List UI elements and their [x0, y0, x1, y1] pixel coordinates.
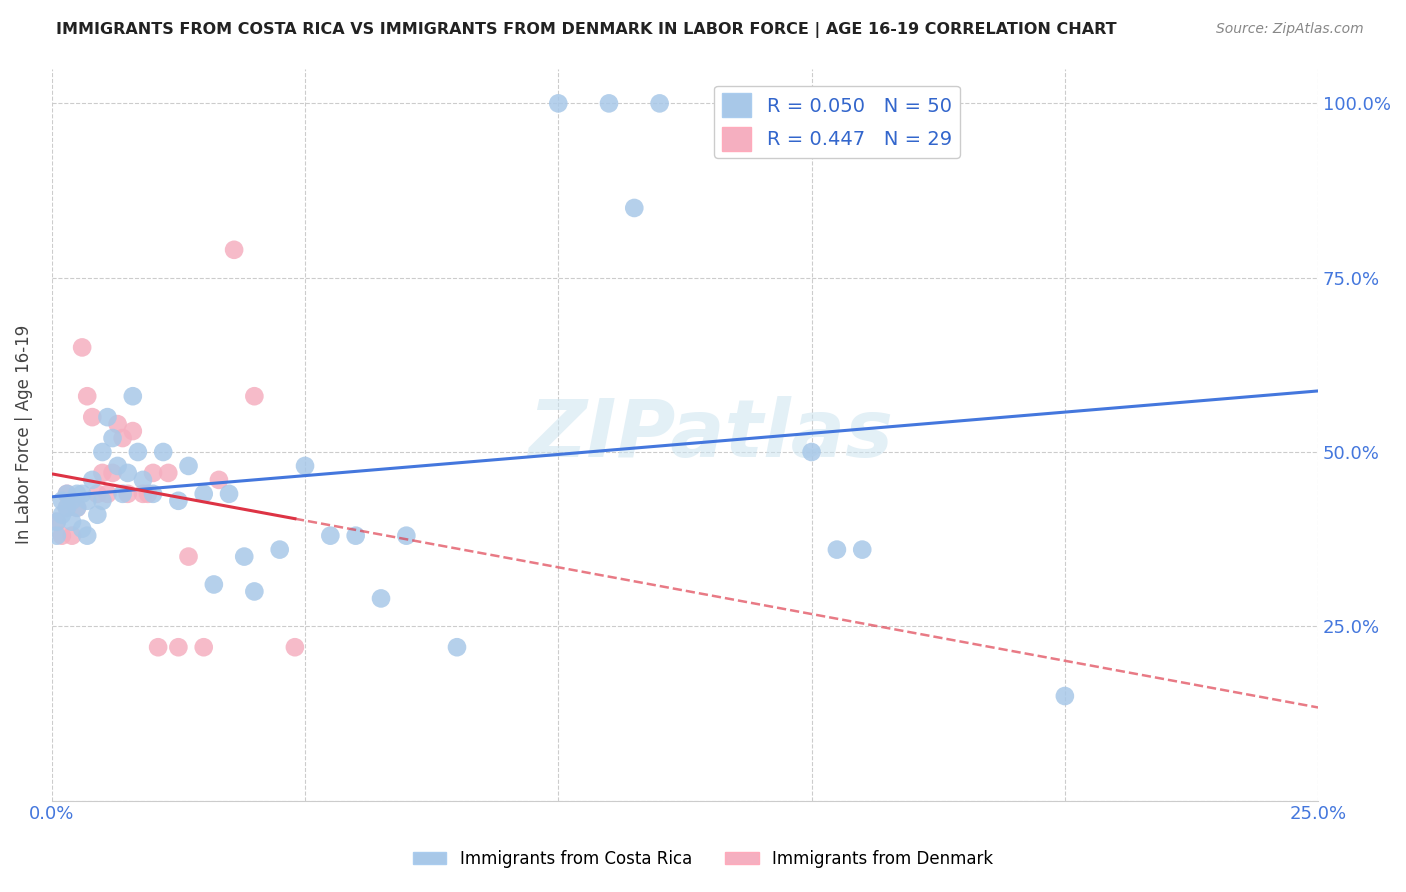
Point [45, 529, 67, 543]
Point [547, 96, 569, 111]
Point [66, 487, 89, 501]
Point [121, 424, 143, 438]
Point [101, 466, 124, 480]
Point [598, 96, 620, 111]
Point [117, 466, 139, 480]
Point [825, 542, 848, 557]
Point [294, 458, 316, 473]
Point [132, 487, 155, 501]
Legend: R = 0.050   N = 50, R = 0.447   N = 29: R = 0.050 N = 50, R = 0.447 N = 29 [714, 86, 960, 158]
Point [82, 473, 104, 487]
Point [51, 493, 73, 508]
Point [243, 389, 266, 403]
Point [66, 500, 89, 515]
Point [142, 466, 165, 480]
Point [648, 96, 671, 111]
Point [146, 640, 169, 655]
Point [111, 487, 134, 501]
Text: IMMIGRANTS FROM COSTA RICA VS IMMIGRANTS FROM DENMARK IN LABOR FORCE | AGE 16-19: IMMIGRANTS FROM COSTA RICA VS IMMIGRANTS… [56, 22, 1116, 38]
Point [76, 493, 98, 508]
Point [51, 508, 73, 522]
Point [800, 445, 823, 459]
Point [56, 500, 79, 515]
Text: ZIPatlas: ZIPatlas [527, 395, 893, 474]
Point [202, 577, 225, 591]
Point [91, 493, 114, 508]
Point [70, 340, 93, 354]
Point [851, 542, 873, 557]
Point [218, 487, 240, 501]
Point [96, 410, 118, 425]
Point [60, 493, 83, 508]
Point [70, 487, 93, 501]
Point [51, 529, 73, 543]
Point [56, 500, 79, 515]
Point [107, 417, 129, 431]
Point [76, 529, 98, 543]
Point [45, 515, 67, 529]
Point [344, 529, 367, 543]
Point [233, 549, 256, 564]
Point [70, 522, 93, 536]
Point [111, 431, 134, 445]
Point [127, 445, 149, 459]
Point [446, 640, 468, 655]
Point [56, 487, 79, 501]
Point [243, 584, 266, 599]
Point [86, 487, 108, 501]
Point [208, 473, 231, 487]
Y-axis label: In Labor Force | Age 16-19: In Labor Force | Age 16-19 [15, 325, 32, 544]
Point [370, 591, 392, 606]
Point [60, 515, 83, 529]
Point [96, 487, 118, 501]
Point [136, 487, 159, 501]
Point [91, 466, 114, 480]
Point [117, 487, 139, 501]
Point [101, 431, 124, 445]
Point [623, 201, 645, 215]
Point [177, 549, 200, 564]
Legend: Immigrants from Costa Rica, Immigrants from Denmark: Immigrants from Costa Rica, Immigrants f… [406, 844, 1000, 875]
Point [107, 458, 129, 473]
Point [193, 640, 215, 655]
Point [177, 458, 200, 473]
Point [269, 542, 291, 557]
Point [167, 640, 190, 655]
Point [132, 473, 155, 487]
Point [76, 389, 98, 403]
Point [91, 445, 114, 459]
Point [284, 640, 307, 655]
Point [121, 389, 143, 403]
Point [66, 500, 89, 515]
Text: Source: ZipAtlas.com: Source: ZipAtlas.com [1216, 22, 1364, 37]
Point [82, 410, 104, 425]
Point [56, 487, 79, 501]
Point [167, 493, 190, 508]
Point [193, 487, 215, 501]
Point [142, 487, 165, 501]
Point [86, 508, 108, 522]
Point [1053, 689, 1076, 703]
Point [319, 529, 342, 543]
Point [224, 243, 246, 257]
Point [45, 515, 67, 529]
Point [395, 529, 418, 543]
Point [157, 466, 180, 480]
Point [152, 445, 174, 459]
Point [60, 529, 83, 543]
